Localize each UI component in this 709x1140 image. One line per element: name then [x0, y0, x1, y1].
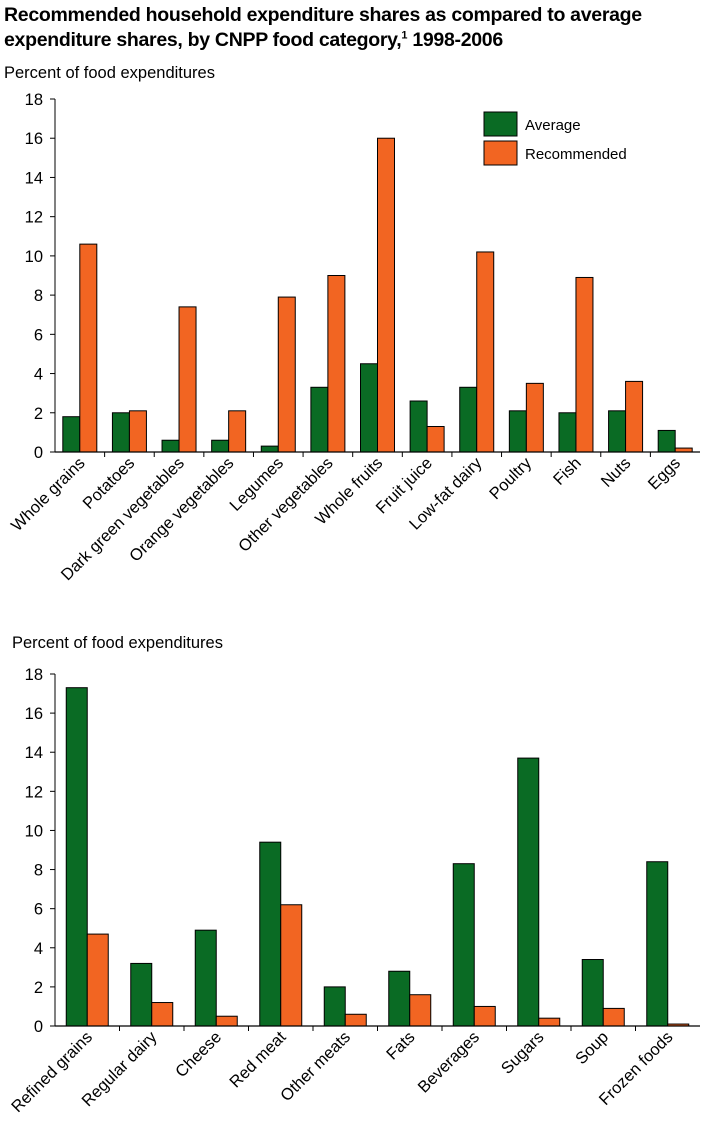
y-tick-label: 16 [25, 130, 43, 148]
y-tick-label: 0 [34, 1018, 43, 1036]
bar-recommended [426, 426, 445, 453]
title-text: Recommended household expenditure shares… [4, 4, 642, 51]
bar-average [581, 959, 604, 1027]
legend-swatch-average [483, 111, 518, 137]
x-tick-label: Soup [572, 1028, 612, 1068]
y-tick-label: 18 [25, 91, 43, 109]
x-tick-label: Eggs [645, 454, 684, 493]
x-tick-label: Fish [550, 454, 585, 489]
x-tick-label: Nuts [598, 454, 635, 491]
bar-recommended [625, 380, 644, 453]
y-tick-label: 12 [25, 209, 43, 227]
bar-recommended [473, 1005, 496, 1027]
x-tick-label: Poultry [486, 454, 536, 504]
bar-recommended [476, 251, 495, 453]
bar-average [646, 861, 669, 1027]
bar-average [62, 416, 81, 453]
bar-average [259, 841, 282, 1027]
x-tick-label: Whole grains [8, 454, 89, 535]
y-tick-label: 8 [34, 287, 43, 305]
bar-average [130, 962, 153, 1027]
y-tick-label: 18 [25, 666, 43, 684]
y-tick-label: 4 [34, 366, 43, 384]
bar-average [360, 363, 378, 453]
y-tick-label: 14 [25, 169, 43, 187]
bar-average [508, 410, 527, 453]
y-tick-label: 6 [34, 901, 43, 919]
bar-recommended [151, 1002, 174, 1027]
bar-average [211, 439, 230, 453]
bar-average [310, 386, 329, 453]
y-tick-label: 16 [25, 705, 43, 723]
x-tick-label: Sugars [498, 1028, 548, 1078]
title-years: 1998-2006 [407, 29, 503, 51]
y-tick-label: 2 [34, 979, 43, 997]
y-tick-label: 0 [34, 444, 43, 462]
bar-average [194, 929, 217, 1027]
legend-label: Recommended [525, 146, 627, 163]
bar-average [409, 400, 428, 453]
y-tick-label: 8 [34, 862, 43, 880]
bar-recommended [128, 410, 147, 453]
x-tick-label: Fats [383, 1028, 418, 1063]
bar-average [323, 986, 346, 1027]
bar-average [452, 863, 475, 1027]
x-tick-label: Red meat [226, 1028, 290, 1092]
y-tick-label: 2 [34, 405, 43, 423]
bar-recommended [602, 1007, 625, 1027]
bar-average [161, 439, 180, 453]
bar-recommended [228, 410, 247, 453]
y-axis-title: Percent of food expenditures [12, 634, 223, 652]
legend-swatch-recommended [483, 140, 518, 166]
bar-recommended [525, 382, 544, 453]
bar-recommended [178, 306, 197, 453]
y-tick-label: 10 [25, 822, 43, 840]
bar-recommended [327, 275, 346, 453]
y-tick-label: 12 [25, 783, 43, 801]
x-tick-label: Beverages [415, 1028, 484, 1097]
legend-label: Average [525, 117, 581, 134]
y-tick-label: 10 [25, 248, 43, 266]
bar-recommended [215, 1015, 238, 1027]
bar-recommended [538, 1017, 561, 1027]
y-tick-label: 4 [34, 940, 43, 958]
bar-recommended [409, 994, 432, 1027]
bar-average [657, 429, 676, 453]
y-axis-title: Percent of food expenditures [4, 64, 215, 82]
bar-recommended [344, 1013, 367, 1027]
bar-average [517, 757, 540, 1027]
bar-average [111, 412, 130, 453]
chart-title: Recommended household expenditure shares… [4, 3, 709, 53]
bar-average [260, 445, 279, 453]
bar-average [388, 970, 411, 1027]
x-tick-label: Other meats [277, 1028, 354, 1105]
bar-average [459, 386, 478, 453]
footnote-mark: 1 [401, 29, 408, 42]
bar-recommended [280, 904, 303, 1027]
bar-average [65, 687, 88, 1027]
bar-recommended [277, 296, 296, 453]
bar-average [558, 412, 577, 453]
bar-recommended [377, 137, 395, 453]
bar-recommended [86, 933, 109, 1027]
y-tick-label: 6 [34, 326, 43, 344]
bar-recommended [79, 243, 98, 453]
bar-average [608, 410, 627, 453]
x-tick-label: Cheese [172, 1028, 225, 1081]
bar-recommended [575, 276, 594, 453]
y-tick-label: 14 [25, 744, 43, 762]
